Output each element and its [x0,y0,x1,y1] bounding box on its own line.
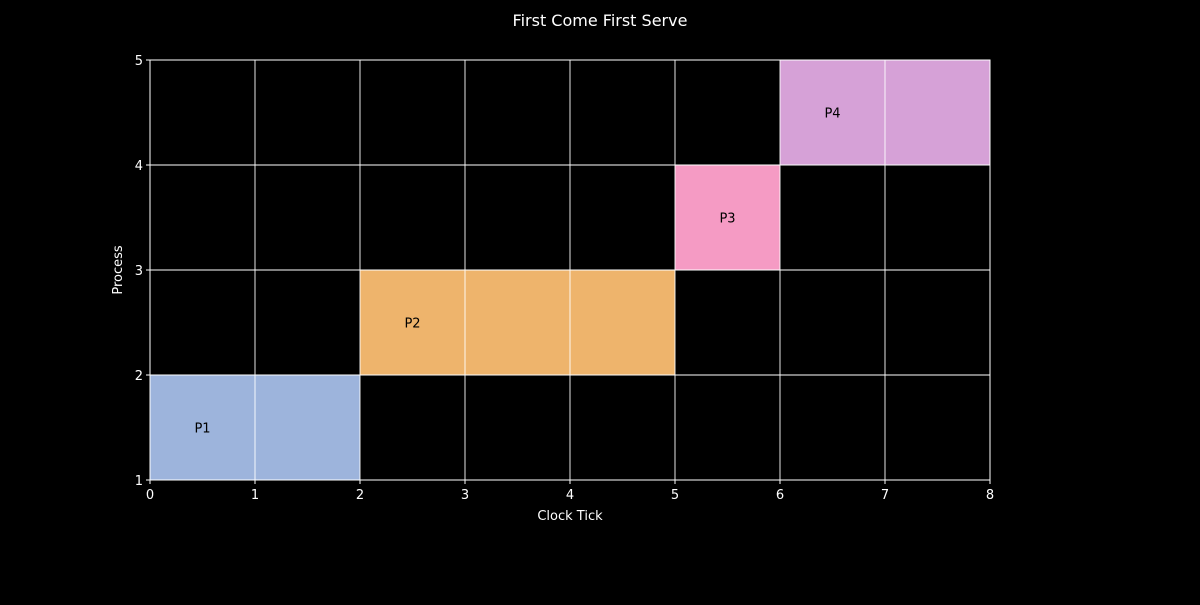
bar-label-p1: P1 [194,422,210,437]
x-tick-label: 3 [461,488,469,503]
x-tick-label: 1 [251,488,259,503]
x-tick-label: 4 [566,488,574,503]
bar-label-p3: P3 [719,212,735,227]
bar-p2 [360,270,675,375]
bar-label-p4: P4 [824,107,840,122]
y-tick-label: 4 [135,159,143,174]
y-tick-label: 1 [135,474,143,489]
y-tick-label: 3 [135,264,143,279]
x-tick-label: 5 [671,488,679,503]
x-axis-label: Clock Tick [537,509,603,524]
x-tick-label: 2 [356,488,364,503]
x-tick-label: 7 [881,488,889,503]
y-tick-label: 5 [135,54,143,69]
bar-p3 [675,165,780,270]
x-tick-label: 0 [146,488,154,503]
x-tick-label: 8 [986,488,994,503]
y-axis-label: Process [111,245,126,295]
y-tick-label: 2 [135,369,143,384]
bar-labels-layer: P1 P2 P3 P4 [194,107,840,437]
x-tick-label: 6 [776,488,784,503]
bar-label-p2: P2 [404,317,420,332]
chart-title: First Come First Serve [513,11,688,30]
